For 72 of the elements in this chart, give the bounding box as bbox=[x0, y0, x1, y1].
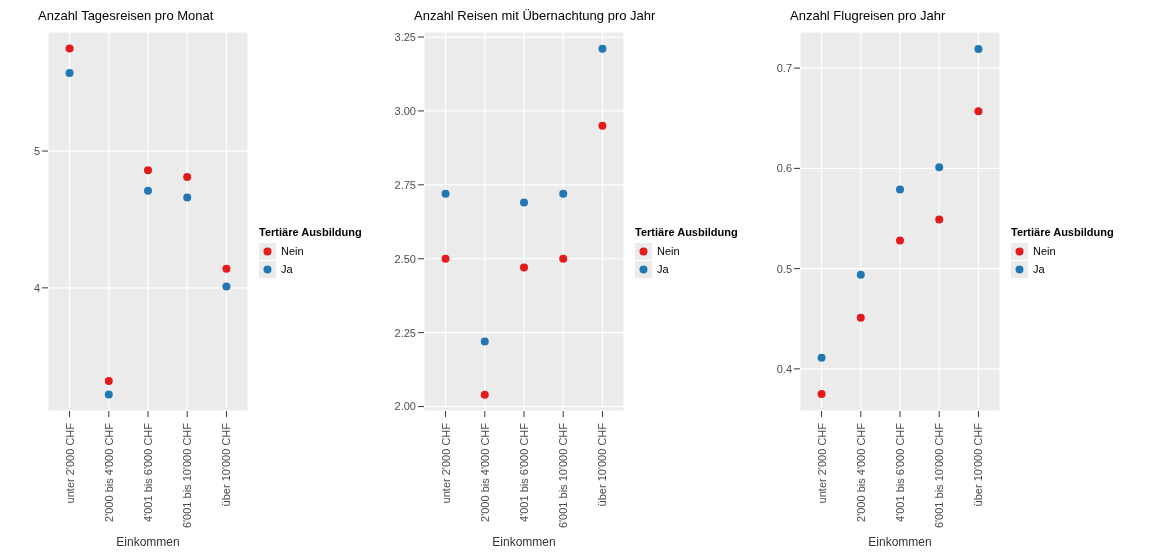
legend-title: Tertiäre Ausbildung bbox=[259, 226, 363, 238]
y-tick-label: 0.4 bbox=[776, 362, 792, 375]
point bbox=[856, 270, 865, 279]
x-tick-label: 6'001 bis 10'000 CHF bbox=[181, 422, 194, 529]
x-tick-label: unter 2'000 CHF bbox=[63, 422, 76, 504]
chart-title: Anzahl Tagesreisen pro Monat bbox=[38, 8, 215, 25]
legend-label: Nein bbox=[657, 245, 680, 257]
legend-label: Ja bbox=[281, 263, 293, 275]
x-tick-label: über 10'000 CHF bbox=[596, 422, 609, 507]
point bbox=[856, 313, 865, 322]
point bbox=[441, 254, 450, 263]
y-tick-label: 2.75 bbox=[394, 178, 416, 191]
point bbox=[520, 263, 528, 272]
point bbox=[441, 189, 450, 198]
y-tick-label: 5 bbox=[33, 144, 40, 157]
y-tick-label: 2.00 bbox=[394, 400, 416, 413]
point bbox=[935, 163, 944, 172]
point bbox=[104, 390, 113, 399]
point bbox=[974, 45, 983, 54]
x-axis-title: Einkommen bbox=[492, 535, 556, 549]
point bbox=[65, 44, 74, 53]
x-tick-label: 2'000 bis 4'000 CHF bbox=[102, 422, 115, 522]
x-tick-label: über 10'000 CHF bbox=[220, 422, 233, 507]
point bbox=[104, 376, 113, 385]
point bbox=[222, 264, 231, 273]
x-tick-label: unter 2'000 CHF bbox=[815, 422, 828, 504]
point bbox=[935, 215, 944, 224]
point bbox=[480, 337, 489, 346]
legend-title: Tertiäre Ausbildung bbox=[635, 226, 739, 238]
y-tick-label: 0.7 bbox=[776, 62, 792, 74]
legend-label: Nein bbox=[1033, 245, 1056, 257]
y-tick-label: 0.5 bbox=[776, 262, 792, 275]
point bbox=[183, 193, 192, 202]
point bbox=[598, 44, 607, 53]
point bbox=[817, 389, 826, 398]
point bbox=[144, 166, 152, 175]
point bbox=[183, 173, 192, 182]
y-tick-label: 3.00 bbox=[394, 104, 416, 117]
point bbox=[559, 254, 568, 263]
point bbox=[520, 198, 528, 207]
chart-title: Anzahl Flugreisen pro Jahr bbox=[790, 8, 947, 25]
x-tick-label: 6'001 bis 10'000 CHF bbox=[933, 422, 946, 529]
y-tick-label: 0.6 bbox=[776, 162, 792, 175]
point bbox=[896, 236, 904, 245]
y-tick-label: 3.25 bbox=[394, 30, 416, 43]
y-tick-label: 2.50 bbox=[394, 252, 416, 265]
legend-label: Ja bbox=[1033, 263, 1045, 275]
x-tick-label: 2'000 bis 4'000 CHF bbox=[478, 422, 491, 522]
point bbox=[65, 69, 74, 78]
point bbox=[896, 185, 904, 194]
x-tick-label: 4'001 bis 6'000 CHF bbox=[142, 422, 154, 522]
point bbox=[817, 353, 826, 362]
point bbox=[598, 121, 607, 130]
x-tick-label: über 10'000 CHF bbox=[972, 422, 985, 507]
legend-label: Nein bbox=[281, 245, 304, 257]
x-tick-label: 2'000 bis 4'000 CHF bbox=[854, 422, 867, 522]
point bbox=[144, 186, 152, 195]
x-tick-label: unter 2'000 CHF bbox=[439, 422, 452, 504]
legend-title: Tertiäre Ausbildung bbox=[1011, 226, 1115, 238]
x-tick-label: 4'001 bis 6'000 CHF bbox=[518, 422, 530, 522]
x-axis-title: Einkommen bbox=[116, 535, 180, 549]
point bbox=[222, 282, 231, 291]
y-tick-label: 4 bbox=[33, 281, 40, 294]
legend-label: Ja bbox=[657, 263, 669, 275]
y-tick-label: 2.25 bbox=[394, 326, 416, 339]
point bbox=[559, 189, 568, 198]
chart-title: Anzahl Reisen mit Übernachtung pro Jahr bbox=[414, 8, 656, 25]
point bbox=[974, 107, 983, 116]
x-tick-label: 4'001 bis 6'000 CHF bbox=[894, 422, 906, 522]
x-tick-label: 6'001 bis 10'000 CHF bbox=[557, 422, 570, 529]
x-axis-title: Einkommen bbox=[868, 535, 932, 549]
point bbox=[480, 390, 489, 399]
